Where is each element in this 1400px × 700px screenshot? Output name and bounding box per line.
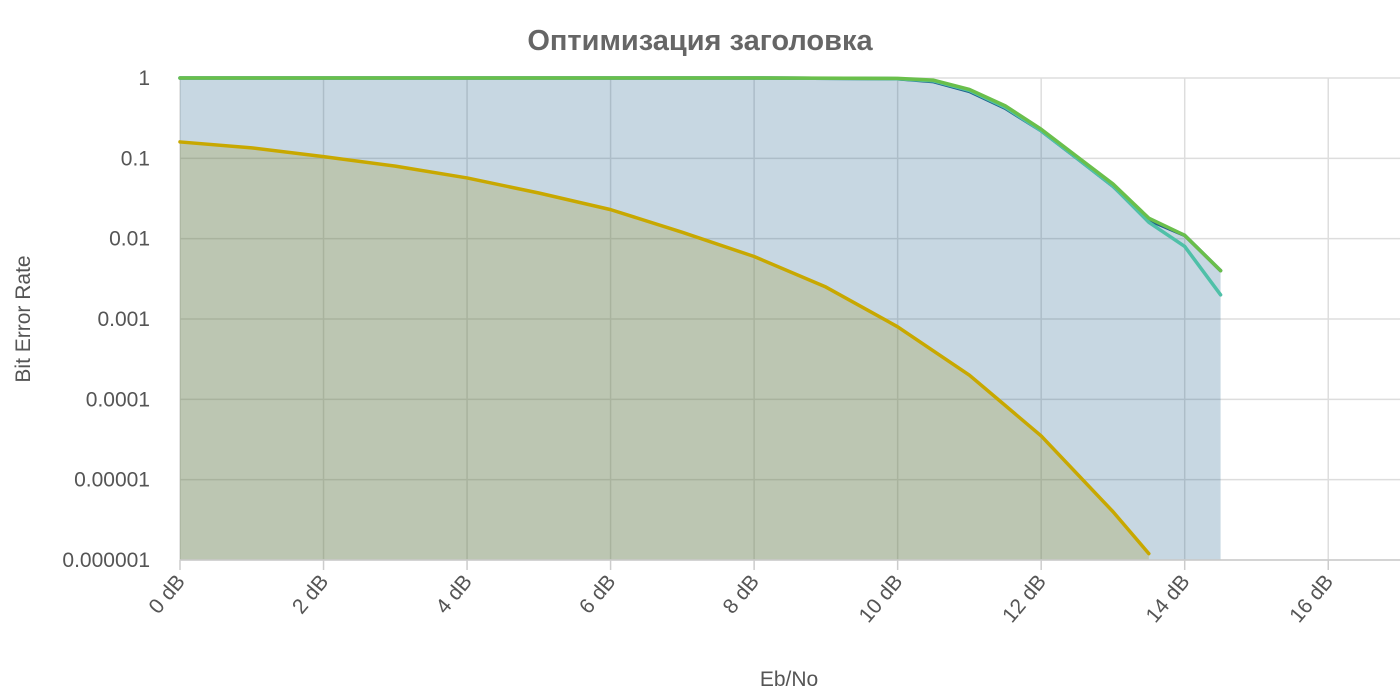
y-tick-label: 0.1: [121, 147, 150, 170]
grid: [179, 77, 1400, 561]
x-tick-label: 16 dB: [1285, 570, 1338, 627]
x-tick-label: 4 dB: [431, 570, 476, 618]
chart-title: Оптимизация заголовка: [527, 25, 873, 57]
x-tick-label: 10 dB: [855, 570, 908, 627]
x-tick-label: 14 dB: [1142, 570, 1195, 627]
y-tick-label: 1: [138, 67, 150, 90]
x-tick-label: 2 dB: [288, 570, 333, 618]
series-area-2: [180, 78, 1221, 560]
series-line-4: [178, 76, 1223, 273]
y-tick-label: 0.0001: [86, 388, 150, 411]
x-tick-label: 6 dB: [575, 570, 620, 618]
x-axis-label: Eb/No: [760, 668, 818, 691]
series-lines: [178, 76, 1223, 556]
y-tick-label: 0.000001: [62, 549, 150, 572]
series-line-1: [178, 140, 1151, 556]
series-area-1: [180, 141, 1149, 560]
x-tick-label: 12 dB: [998, 570, 1051, 627]
x-tick-label: 0 dB: [144, 570, 189, 618]
series-areas: [180, 78, 1221, 560]
y-axis-label: Bit Error Rate: [12, 255, 35, 382]
x-tick-label: 8 dB: [719, 570, 764, 618]
y-tick-label: 0.00001: [74, 469, 150, 492]
y-tick-label: 0.001: [97, 308, 150, 331]
y-tick-label: 0.01: [109, 228, 150, 251]
